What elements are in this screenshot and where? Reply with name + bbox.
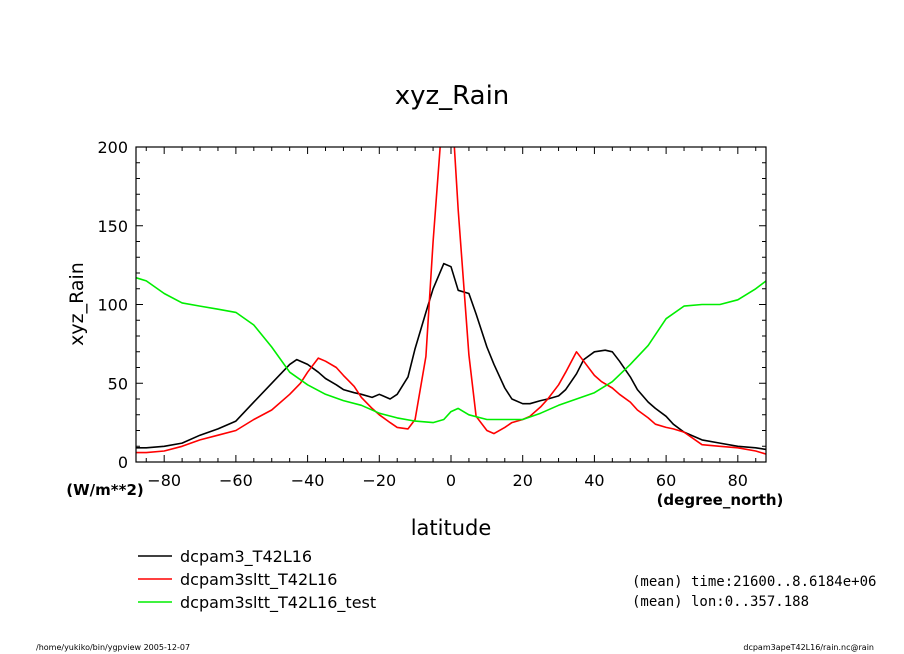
x-tick-label: −80 [147,471,181,490]
footer-left: /home/yukiko/bin/ygpview 2005-12-07 [36,643,190,652]
plot-frame [135,146,767,463]
x-tick-label: −40 [291,471,325,490]
legend-label-2: dcpam3sltt_T42L16 [180,570,337,590]
footer-right: dcpam3apeT42L16/rain.nc@rain [743,643,874,652]
x-tick-label: −60 [219,471,253,490]
y-tick-label: 100 [97,296,128,315]
annotation-lon: (mean) lon:0..357.188 [632,594,809,610]
x-axis-label: latitude [411,516,492,540]
legend-label-3: dcpam3sltt_T42L16_test [180,593,376,613]
x-tick-label: 40 [584,471,604,490]
y-tick-label: 50 [108,374,128,393]
y-tick-label: 0 [118,453,128,472]
annotation-time: (mean) time:21600..8.6184e+06 [632,574,876,590]
y-tick-label: 200 [97,138,128,157]
series-line-1 [136,262,766,451]
x-tick-label: 60 [656,471,676,490]
chart-title: xyz_Rain [395,81,510,111]
legend-label-1: dcpam3_T42L16 [180,547,312,567]
x-tick-label: 20 [513,471,533,490]
y-axis-label: xyz_Rain [66,262,88,346]
y-tick-label: 150 [97,217,128,236]
x-axis-units: (degree_north) [657,491,784,509]
x-tick-label: 0 [446,471,456,490]
x-tick-label: −20 [362,471,396,490]
legend: dcpam3_T42L16 dcpam3sltt_T42L16 dcpam3sl… [138,547,376,613]
y-axis-units: (W/m**2) [66,481,144,499]
series-line-3 [136,276,766,424]
series-line-2 [136,147,766,455]
x-tick-label: 80 [728,471,748,490]
